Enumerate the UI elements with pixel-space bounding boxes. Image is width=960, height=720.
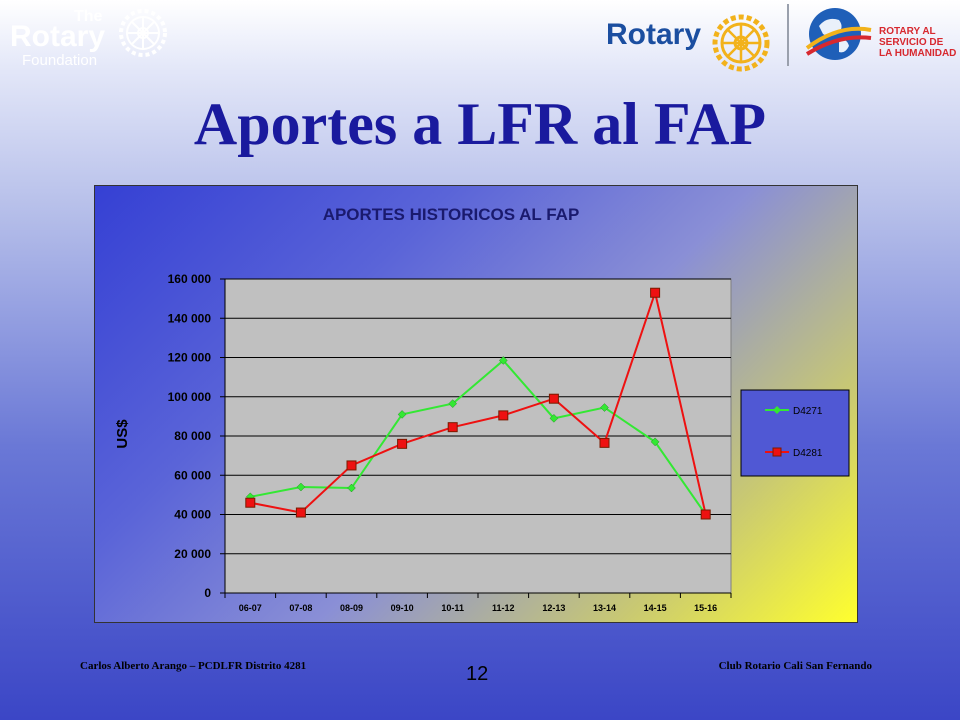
legend-marker-D4271 (773, 406, 781, 414)
humanity-logo-text: ROTARY AL SERVICIO DE LA HUMANIDAD (879, 26, 957, 59)
y-tick-label: 40 000 (174, 508, 211, 522)
y-tick-label: 80 000 (174, 429, 211, 443)
rotary-logo-text: Rotary (606, 18, 702, 51)
logo-foundation-text: Foundation (22, 52, 98, 69)
y-tick-label: 20 000 (174, 547, 211, 561)
data-point-D4281 (397, 438, 408, 449)
rotary-gold-wheel-icon (712, 14, 770, 72)
rotary-humanity-logo: ROTARY AL SERVICIO DE LA HUMANIDAD (805, 2, 959, 68)
logo-rotary-text: Rotary (10, 20, 106, 53)
chart-area: APORTES HISTORICOS AL FAP US$ 0 20 000 40 … (94, 185, 858, 623)
y-tick-label: 140 000 (168, 311, 212, 325)
y-tick-label: 60 000 (174, 468, 211, 482)
x-tick-label: 12-13 (542, 603, 565, 613)
data-point-D4281 (650, 287, 661, 298)
y-tick-label: 100 000 (168, 390, 212, 404)
data-point-D4281 (295, 507, 306, 518)
legend-box (740, 389, 850, 477)
x-tick-label: 06-07 (239, 603, 262, 613)
series-line-D4271 (250, 359, 707, 516)
chart-title: APORTES HISTORICOS AL FAP (323, 205, 580, 224)
data-point-D4271 (650, 437, 660, 447)
data-point-D4281 (498, 410, 509, 421)
x-tick-label: 15-16 (694, 603, 717, 613)
logo-the-text: The (74, 8, 103, 25)
x-tick-label: 14-15 (644, 603, 667, 613)
x-tick-label: 07-08 (289, 603, 312, 613)
y-tick-label: 0 (204, 586, 211, 600)
y-axis-label: US$ (114, 419, 131, 449)
data-point-D4281 (548, 393, 559, 404)
legend-marker-D4281 (772, 447, 782, 457)
data-point-D4271 (549, 413, 559, 423)
x-tick-label: 10-11 (441, 603, 464, 613)
series-line-D4281 (250, 289, 707, 515)
data-point-D4271 (448, 399, 458, 408)
rotary-wheel-icon (119, 9, 167, 57)
x-tick-label: 13-14 (593, 603, 616, 613)
line-chart: APORTES HISTORICOS AL FAP US$ 0 20 000 40 … (114, 205, 850, 613)
logo-divider (787, 4, 789, 66)
x-tick-label: 09-10 (391, 603, 414, 613)
legend-label: D4271 (793, 406, 823, 417)
data-point-D4281 (447, 422, 458, 433)
globe-icon (805, 8, 872, 60)
footer-author: Carlos Alberto Arango – PCDLFR Distrito … (80, 660, 307, 672)
rotary-foundation-logo: The Rotary Foundation (6, 4, 176, 70)
footer-club: Club Rotario Cali San Fernando (718, 660, 872, 672)
data-point-D4271 (397, 410, 407, 419)
x-tick-label: 08-09 (340, 603, 363, 613)
data-point-D4271 (498, 356, 508, 365)
data-point-D4281 (700, 509, 711, 520)
rotary-logo: Rotary (606, 14, 772, 72)
data-point-D4271 (600, 403, 609, 412)
y-tick-label: 160 000 (168, 272, 212, 286)
legend-label: D4281 (793, 448, 823, 459)
data-point-D4281 (599, 437, 610, 448)
data-point-D4281 (346, 460, 357, 471)
data-point-D4281 (245, 497, 256, 508)
slide-title: Aportes a LFR al FAP (193, 91, 767, 157)
page-number: 12 (466, 663, 489, 685)
x-tick-label: 11-12 (492, 603, 515, 613)
y-tick-label: 120 000 (168, 351, 212, 365)
data-point-D4271 (296, 482, 306, 492)
data-point-D4271 (347, 483, 356, 493)
